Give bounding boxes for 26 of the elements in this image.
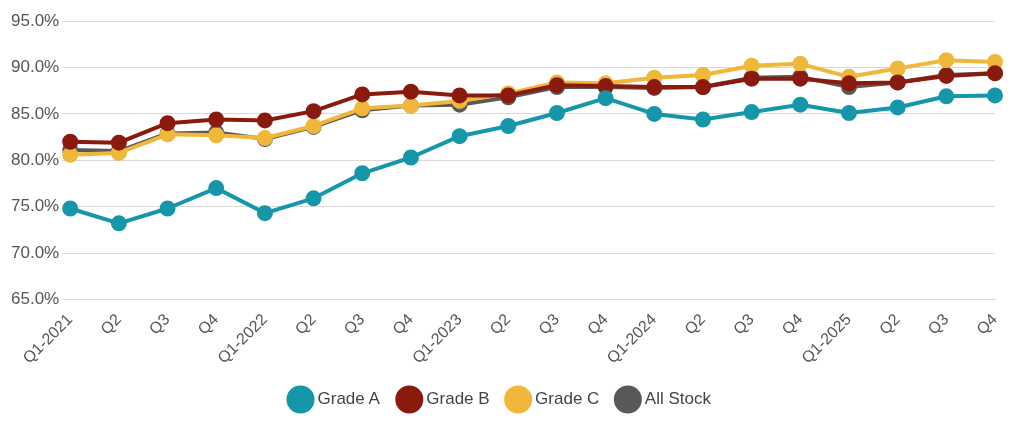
x-tick-label: Q4 (973, 310, 1001, 338)
x-tick-label: Q3 (729, 310, 757, 338)
x-tick-label: Q4 (778, 310, 806, 338)
y-tick-label: 85.0% (11, 103, 60, 123)
legend-label: Grade A (317, 389, 381, 409)
y-tick-label: 90.0% (11, 57, 60, 77)
x-tick-label: Q2 (486, 310, 514, 338)
legend-label: All Stock (644, 389, 712, 409)
x-tick-label: Q4 (389, 310, 417, 338)
y-tick-label: 70.0% (11, 242, 60, 262)
legend-label: Grade B (426, 389, 490, 409)
y-tick-label: 65.0% (11, 289, 60, 309)
x-tick-label: Q2 (291, 310, 319, 338)
x-tick-label: Q3 (340, 310, 368, 338)
y-tick-label: 80.0% (11, 149, 60, 169)
x-tick-label: Q3 (924, 310, 952, 338)
x-tick-label: Q4 (194, 310, 222, 338)
x-tick-label: Q2 (875, 310, 903, 338)
x-tick-label: Q3 (535, 310, 563, 338)
x-tick-label: Q3 (145, 310, 173, 338)
y-tick-label: 75.0% (11, 196, 60, 216)
x-tick-label: Q2 (681, 310, 709, 338)
x-tick-label: Q4 (583, 310, 611, 338)
y-tick-label: 95.0% (11, 10, 60, 30)
legend-label: Grade C (535, 389, 600, 409)
x-tick-label: Q2 (97, 310, 125, 338)
